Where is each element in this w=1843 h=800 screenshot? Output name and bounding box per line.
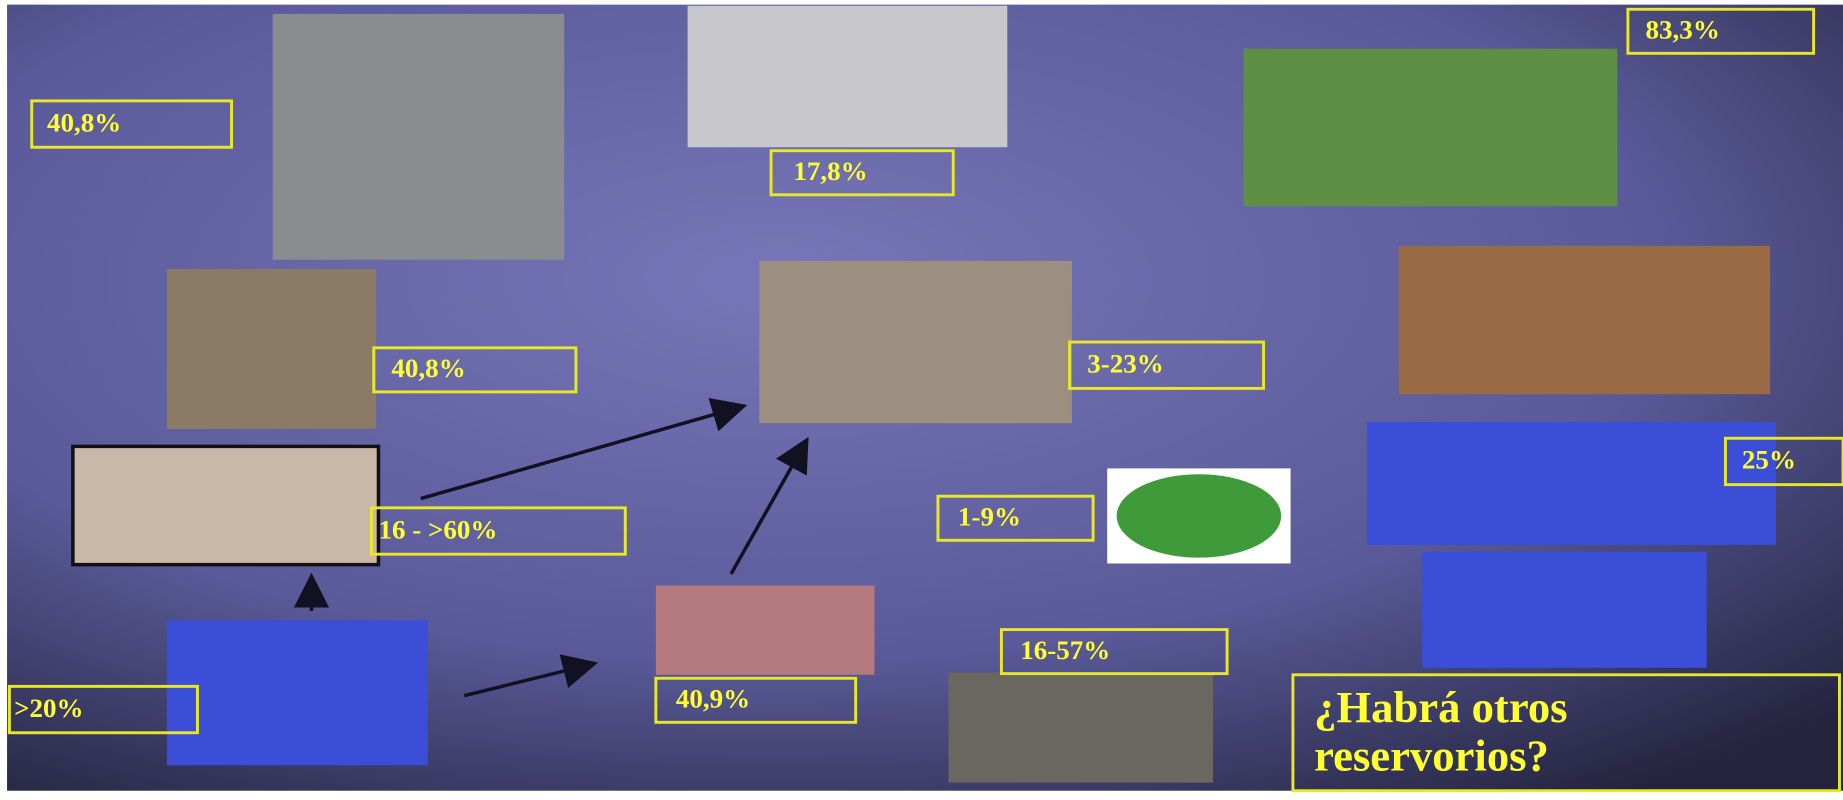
- label: 40,8%: [47, 107, 121, 137]
- arrow: [729, 436, 809, 575]
- label-box: [1068, 340, 1266, 390]
- rooster-photo: [166, 620, 428, 766]
- label-box: [654, 676, 858, 724]
- label-box: [369, 506, 627, 556]
- sheep-photo: [1422, 551, 1707, 668]
- label-box: [936, 494, 1095, 542]
- cow-photo: [1366, 422, 1777, 545]
- lettuce: [1116, 474, 1282, 558]
- label: 40,9%: [676, 684, 750, 714]
- arrow: [420, 398, 748, 501]
- label: 17,8%: [793, 156, 867, 186]
- chicken-meat-photo: [71, 444, 381, 567]
- label-box: [1626, 7, 1816, 55]
- meat-photo: [655, 585, 875, 675]
- label: 40,8%: [391, 353, 465, 383]
- pigs-photo: [272, 13, 565, 260]
- label: 83,3%: [1646, 15, 1720, 45]
- goose-photo: [1243, 48, 1618, 207]
- label-box: [372, 346, 578, 394]
- dog-photo: [948, 672, 1213, 783]
- label: 1-9%: [958, 502, 1021, 532]
- label: 16-57%: [1020, 635, 1110, 665]
- label: >20%: [14, 693, 83, 723]
- goat-photo: [1398, 245, 1771, 395]
- question-box: [1291, 673, 1841, 793]
- question-line: reservorios?: [1314, 731, 1549, 781]
- label-box: [769, 149, 955, 197]
- label: 16 - >60%: [378, 514, 497, 544]
- label-box: [7, 684, 199, 735]
- bat-photo: [687, 5, 1008, 148]
- photos: [71, 5, 1777, 783]
- label-box: [999, 628, 1229, 676]
- label: 25%: [1742, 445, 1796, 475]
- mussels-photo: [166, 268, 377, 429]
- label-box: [1723, 436, 1843, 487]
- baby-photo: [759, 260, 1072, 424]
- label: 3-23%: [1087, 349, 1164, 379]
- arrow: [463, 654, 599, 698]
- label-box: [30, 99, 234, 149]
- question-line: ¿Habrá otros: [1314, 682, 1567, 732]
